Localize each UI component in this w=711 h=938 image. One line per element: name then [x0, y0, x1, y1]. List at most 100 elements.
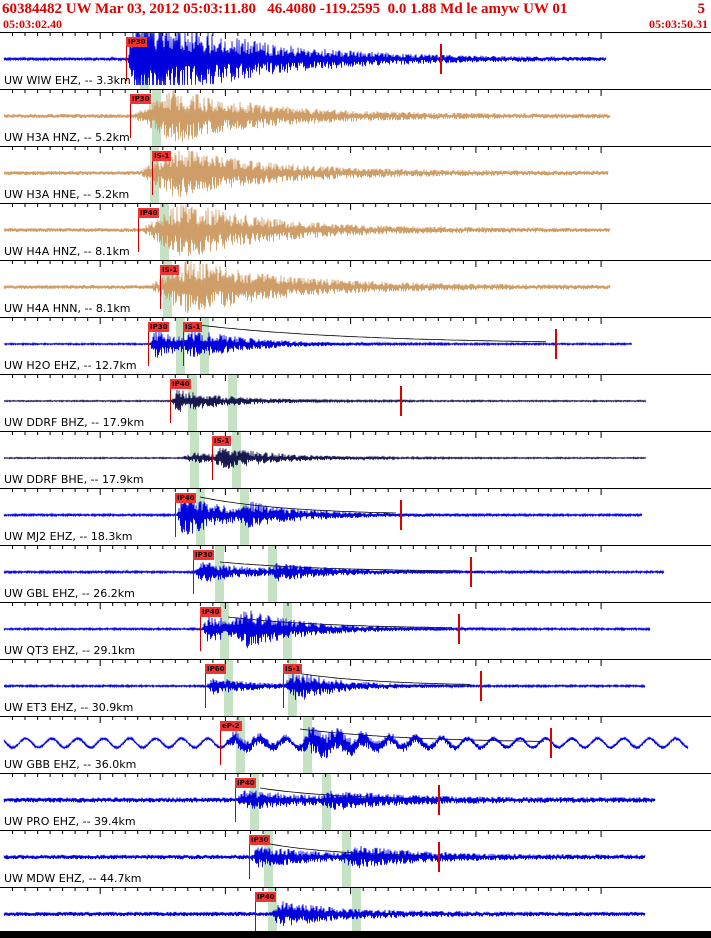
time-ticks: [12, 261, 602, 267]
trace-label: UW GBL EHZ, -- 26.2km: [4, 587, 135, 600]
phase-pick-line: [235, 787, 236, 822]
seismogram-trace: [3, 447, 647, 469]
trace-label: UW H3A HNE, -- 5.2km: [4, 188, 130, 201]
trace-row-gbl-ehz[interactable]: IP30 UW GBL EHZ, -- 26.2km: [0, 546, 711, 603]
phase-pick-flag[interactable]: IS-1: [160, 265, 180, 275]
trace-row-mj2-ehz[interactable]: IP40 UW MJ2 EHZ, -- 18.3km: [0, 489, 711, 546]
phase-pick-flag[interactable]: IP30: [130, 94, 152, 104]
trace-row-h3a-hnz[interactable]: IP30 UW H3A HNZ, -- 5.2km: [0, 90, 711, 147]
time-ticks: [12, 432, 602, 438]
time-range-header: 05:03:02.40 05:03:50.31: [0, 18, 711, 32]
waveform-plot[interactable]: [0, 261, 711, 318]
coda-duration-marker[interactable]: [400, 386, 402, 416]
waveform-plot[interactable]: [0, 489, 711, 546]
coda-duration-marker[interactable]: [470, 557, 472, 587]
coda-duration-marker[interactable]: [458, 614, 460, 644]
coda-duration-marker[interactable]: [400, 500, 402, 530]
waveform-plot[interactable]: [0, 888, 711, 931]
phase-pick-flag[interactable]: IP40: [170, 379, 192, 389]
phase-pick-flag[interactable]: IP30: [193, 550, 215, 560]
trace-row-h4a-hnz[interactable]: IP40 UW H4A HNZ, -- 8.1km: [0, 204, 711, 261]
phase-pick-flag[interactable]: IP30: [249, 835, 271, 845]
coda-duration-marker[interactable]: [480, 671, 482, 701]
waveform-plot[interactable]: [0, 33, 711, 90]
trace-label: UW ET3 EHZ, -- 30.9km: [4, 701, 134, 714]
coda-duration-marker[interactable]: [438, 842, 440, 872]
waveform-plot[interactable]: [0, 774, 711, 831]
phase-pick-flag[interactable]: IS-1: [152, 151, 172, 161]
waveform-plot[interactable]: [0, 603, 711, 660]
trace-row-et3-ehz[interactable]: IP60 IS-1 UW ET3 EHZ, -- 30.9km: [0, 660, 711, 717]
phase-pick-line: [249, 844, 250, 879]
coda-duration-marker[interactable]: [555, 329, 557, 359]
time-ticks: [12, 660, 602, 666]
trace-row-partial-16[interactable]: IP40: [0, 888, 711, 931]
phase-pick-line: [160, 274, 161, 309]
seismogram-trace: [3, 204, 611, 257]
coda-duration-marker[interactable]: [440, 44, 442, 74]
phase-pick-flag[interactable]: IP40: [138, 208, 160, 218]
phase-pick-flag[interactable]: eP-2: [220, 721, 242, 731]
trace-label: UW H4A HNN, -- 8.1km: [4, 302, 131, 315]
time-ticks: [12, 33, 602, 39]
phase-pick-line: [283, 673, 284, 708]
waveform-plot[interactable]: [0, 432, 711, 489]
phase-pick-flag[interactable]: IP60: [205, 664, 227, 674]
phase-pick-flag[interactable]: IP30: [126, 37, 148, 47]
waveform-plot[interactable]: [0, 147, 711, 204]
trace-label: UW QT3 EHZ, -- 29.1km: [4, 644, 136, 657]
phase-pick-flag[interactable]: IP40: [175, 493, 197, 503]
trace-label: UW PRO EHZ, -- 39.4km: [4, 815, 136, 828]
phase-pick-line: [220, 730, 221, 765]
coda-decay-curve: [219, 561, 461, 572]
trace-row-ddrf-bhe[interactable]: IS-1 UW DDRF BHE, -- 17.9km: [0, 432, 711, 489]
coda-duration-marker[interactable]: [438, 785, 440, 815]
phase-pick-flag[interactable]: IS-1: [212, 436, 232, 446]
waveform-plot[interactable]: [0, 318, 711, 375]
seismogram-trace: [3, 494, 643, 535]
trace-row-pro-ehz[interactable]: IP40 UW PRO EHZ, -- 39.4km: [0, 774, 711, 831]
time-ticks: [12, 717, 602, 723]
trace-area: IP30 UW WIW EHZ, -- 3.3km IP30 UW H3A HNZ, …: [0, 32, 711, 931]
time-ticks: [12, 888, 602, 894]
seismogram-trace: [3, 901, 646, 927]
time-ticks: [12, 375, 602, 381]
time-ticks: [12, 318, 602, 324]
trace-row-wiw-ehz[interactable]: IP30 UW WIW EHZ, -- 3.3km: [0, 33, 711, 90]
waveform-plot[interactable]: [0, 831, 711, 888]
coda-decay-curve: [189, 323, 547, 343]
phase-pick-flag[interactable]: IP30: [148, 322, 170, 332]
seismogram-trace: [3, 846, 646, 869]
seismogram-trace: [3, 33, 607, 86]
waveform-plot[interactable]: [0, 375, 711, 432]
phase-pick-flag[interactable]: IS-1: [183, 322, 203, 332]
header-right-count: 5: [697, 1, 706, 17]
time-ticks: [12, 489, 602, 495]
trace-label: UW H3A HNZ, -- 5.2km: [4, 131, 130, 144]
waveform-plot[interactable]: [0, 660, 711, 717]
phase-pick-line: [152, 160, 153, 195]
coda-duration-marker[interactable]: [550, 728, 552, 758]
time-ticks: [12, 603, 602, 609]
trace-row-h3a-hne[interactable]: IS-1 UW H3A HNE, -- 5.2km: [0, 147, 711, 204]
trace-row-h2o-ehz[interactable]: IP30 IS-1 UW H2O EHZ, -- 12.7km: [0, 318, 711, 375]
phase-pick-flag[interactable]: IP40: [235, 778, 257, 788]
trace-row-mdw-ehz[interactable]: IP30 UW MDW EHZ, -- 44.7km: [0, 831, 711, 888]
phase-pick-flag[interactable]: IP40: [255, 892, 277, 902]
phase-pick-line: [183, 331, 184, 366]
waveform-plot[interactable]: [0, 717, 711, 774]
waveform-plot[interactable]: [0, 90, 711, 147]
trace-row-gbb-ehz[interactable]: eP-2 UW GBB EHZ, -- 36.0km: [0, 717, 711, 774]
trace-row-qt3-ehz[interactable]: IP40 UW QT3 EHZ, -- 29.1km: [0, 603, 711, 660]
phase-pick-flag[interactable]: IP40: [200, 607, 222, 617]
seismogram-trace: [3, 90, 611, 142]
waveform-plot[interactable]: [0, 204, 711, 261]
trace-row-h4a-hnn[interactable]: IS-1 UW H4A HNN, -- 8.1km: [0, 261, 711, 318]
phase-pick-line: [126, 46, 127, 81]
coda-decay-curve: [289, 671, 471, 685]
time-ticks: [12, 204, 602, 210]
phase-pick-flag[interactable]: IS-1: [283, 664, 303, 674]
seismogram-trace: [3, 261, 611, 314]
waveform-plot[interactable]: [0, 546, 711, 603]
trace-row-ddrf-bhz[interactable]: IP40 UW DDRF BHZ, -- 17.9km: [0, 375, 711, 432]
